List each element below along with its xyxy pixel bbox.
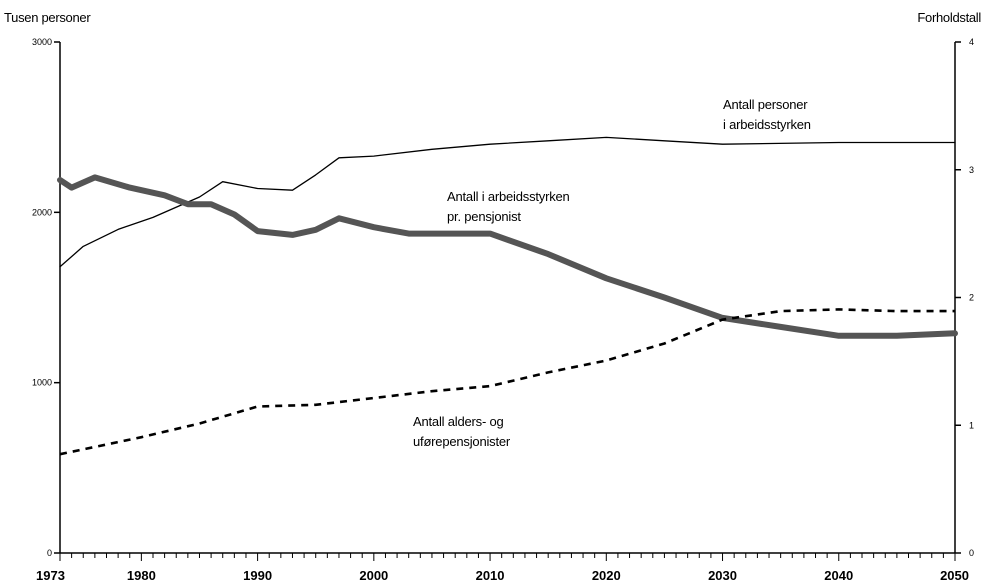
x-tick-label: 2040	[824, 568, 853, 583]
series-line-3	[59, 308, 955, 456]
annotation-label: i arbeidsstyrken	[723, 117, 811, 132]
annotation-label: Antall personer	[723, 97, 808, 112]
chart-series	[57, 136, 958, 456]
x-tick-label: 2000	[359, 568, 388, 583]
chart-annotations: Antall personer i arbeidsstyrken Antall i …	[413, 97, 811, 449]
x-tick-label: 2020	[592, 568, 621, 583]
y-axis-right-title: Forholdstall	[917, 10, 981, 25]
y-tick-label-right: 4	[969, 37, 974, 47]
annotation-label: Antall i arbeidsstyrken	[447, 189, 570, 204]
x-tick-label: 1980	[127, 568, 156, 583]
series-line-2	[57, 174, 958, 339]
x-tick-label: 2030	[708, 568, 737, 583]
annotation-label: uførepensjonister	[413, 434, 511, 449]
x-tick-label: 2050	[940, 568, 969, 583]
y-tick-label-right: 2	[969, 293, 974, 303]
y-tick-label-left: 0	[47, 548, 52, 558]
y-tick-label-left: 1000	[32, 378, 52, 388]
series-line-1	[59, 136, 956, 268]
y-tick-label-left: 2000	[32, 207, 52, 217]
annotation-label: Antall alders- og	[413, 414, 504, 429]
y-tick-label-right: 1	[969, 420, 974, 430]
x-tick-label: 2010	[476, 568, 505, 583]
annotation-label: pr. pensjonist	[447, 209, 521, 224]
y-tick-label-right: 3	[969, 165, 974, 175]
chart-axes: 0 1000 2000 3000 0 1 2 3 4 1973 1980 1990 2000 2010 20…	[32, 37, 974, 583]
y-tick-label-right: 0	[969, 548, 974, 558]
y-axis-left-title: Tusen personer	[4, 10, 91, 25]
y-tick-label-left: 3000	[32, 37, 52, 47]
x-tick-label: 1990	[243, 568, 272, 583]
x-tick-label: 1973	[36, 568, 65, 583]
